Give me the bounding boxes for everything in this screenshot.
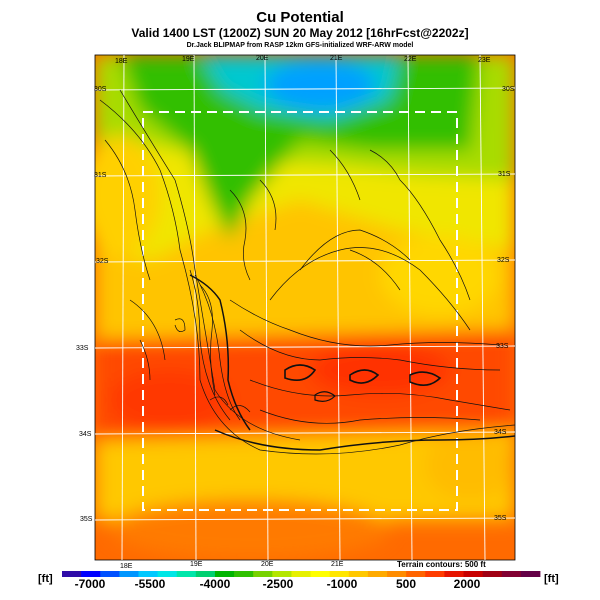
colorbar-label: -4000 <box>199 577 231 591</box>
lat-label-right: 30S <box>502 86 515 93</box>
colorbar-swatch <box>195 571 216 577</box>
colorbar-swatch <box>272 571 292 577</box>
colorbar-label: -7000 <box>74 577 106 591</box>
model-credit: Dr.Jack BLIPMAP from RASP 12km GFS-initi… <box>186 42 414 49</box>
colorbar-swatch <box>138 571 158 577</box>
lat-label-left: 33S <box>76 345 89 352</box>
lon-label-top: 20E <box>256 55 269 62</box>
colorbar-swatch <box>310 571 331 577</box>
lon-labels-bottom: 18E 19E 20E 21E <box>120 561 344 570</box>
colorbar-swatch <box>157 571 178 577</box>
colorbar-swatch <box>329 571 350 577</box>
lon-label-top: 22E <box>404 56 417 63</box>
lon-labels-top: 18E 19E 20E 21E 22E 23E <box>115 55 491 65</box>
colorbar-label: -2500 <box>262 577 294 591</box>
lat-label-right: 33S <box>496 343 509 350</box>
colorbar <box>62 571 541 577</box>
lat-labels-right: 30S 31S 32S 33S 34S 35S <box>494 86 515 522</box>
map-frame <box>94 54 516 561</box>
colorbar-unit-left: [ft] <box>38 573 53 585</box>
colorbar-swatch <box>520 571 541 577</box>
lat-label-right: 34S <box>494 429 507 436</box>
lat-label-right: 32S <box>497 257 510 264</box>
colorbar-label: 2000 <box>453 577 481 591</box>
colorbar-swatch <box>253 571 273 577</box>
colorbar-label: 500 <box>395 577 417 591</box>
colorbar-swatch <box>425 571 445 577</box>
lat-label-left: 34S <box>79 431 92 438</box>
lat-label-right: 35S <box>494 515 507 522</box>
colorbar-swatch <box>100 571 120 577</box>
colorbar-unit-right: [ft] <box>544 573 559 585</box>
colorbar-swatch <box>348 571 369 577</box>
color-field <box>95 55 515 560</box>
colorbar-swatch <box>444 571 464 577</box>
lat-label-left: 31S <box>94 172 107 179</box>
colorbar-swatch <box>176 571 197 577</box>
lat-label-left: 32S <box>96 258 109 265</box>
lat-labels-left: 30S 31S 32S 33S 34S 35S <box>76 86 109 523</box>
colorbar-label: -5500 <box>134 577 166 591</box>
lon-label-top: 21E <box>330 55 343 62</box>
map-title: Cu Potential <box>256 9 344 26</box>
colorbar-swatch <box>482 571 503 577</box>
colorbar-swatch <box>463 571 484 577</box>
colorbar-swatch <box>81 571 101 577</box>
terrain-contours <box>99 89 515 455</box>
colorbar-swatch <box>291 571 311 577</box>
terrain-note: Terrain contours: 500 ft <box>397 560 486 569</box>
lon-label-bottom: 20E <box>261 561 274 568</box>
colorbar-swatch <box>367 571 388 577</box>
colorbar-swatch <box>387 571 407 577</box>
colorbar-swatch <box>214 571 235 577</box>
lat-label-left: 30S <box>94 86 107 93</box>
colorbar-swatch <box>501 571 522 577</box>
lon-label-bottom: 19E <box>190 561 203 568</box>
lon-label-top: 19E <box>182 56 195 63</box>
lat-label-left: 35S <box>80 516 93 523</box>
lon-label-top: 23E <box>478 57 491 64</box>
colorbar-swatch <box>406 571 426 577</box>
colorbar-label: -1000 <box>326 577 358 591</box>
lon-label-top: 18E <box>115 58 128 65</box>
colorbar-swatch <box>119 571 139 577</box>
colorbar-swatch <box>62 571 82 577</box>
lon-label-bottom: 21E <box>331 561 344 568</box>
lat-label-right: 31S <box>498 171 511 178</box>
lat-lon-grid <box>95 55 515 560</box>
map-subtitle: Valid 1400 LST (1200Z) SUN 20 May 2012 [… <box>131 26 469 40</box>
colorbar-swatch <box>234 571 254 577</box>
lon-label-bottom: 18E <box>120 563 133 570</box>
